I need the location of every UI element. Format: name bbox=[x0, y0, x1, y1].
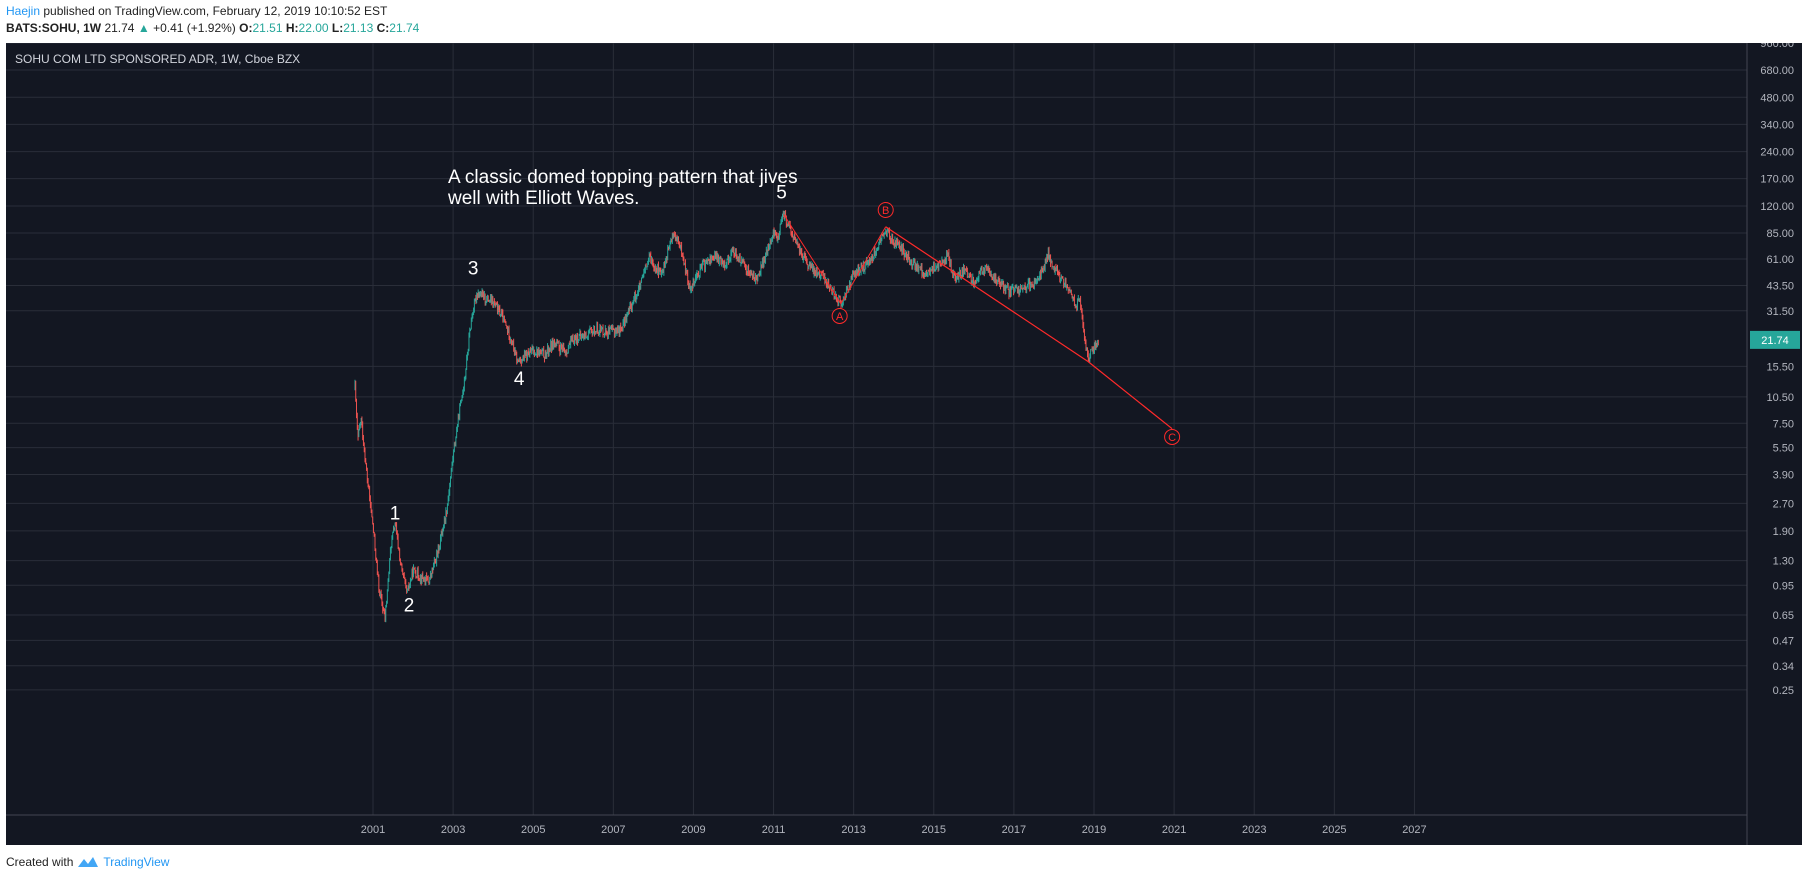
wave-label-3: 3 bbox=[468, 259, 479, 280]
x-tick-label: 2025 bbox=[1322, 824, 1346, 836]
tradingview-logo-icon bbox=[78, 857, 99, 867]
ticker-change: +0.41 (+1.92%) bbox=[153, 21, 236, 35]
low-value: 21.13 bbox=[343, 21, 374, 35]
x-tick-label: 2021 bbox=[1162, 824, 1186, 836]
y-tick-label: 680.00 bbox=[1760, 65, 1794, 77]
up-arrow-icon: ▲ bbox=[137, 21, 150, 35]
y-tick-label: 43.50 bbox=[1766, 281, 1794, 293]
x-tick-label: 2019 bbox=[1082, 824, 1106, 836]
y-tick-label: 7.50 bbox=[1773, 418, 1794, 430]
y-tick-label: 0.65 bbox=[1773, 610, 1794, 622]
high-label: H: bbox=[285, 21, 299, 35]
y-tick-label: 960.00 bbox=[1760, 43, 1794, 50]
y-tick-label: 2.70 bbox=[1773, 498, 1794, 510]
last-price-label: 21.74 bbox=[1761, 335, 1789, 347]
y-tick-label: 170.00 bbox=[1760, 174, 1794, 186]
wave-label-2: 2 bbox=[404, 595, 415, 616]
abc-label-A: A bbox=[836, 311, 844, 323]
open-value: 21.51 bbox=[252, 21, 283, 35]
last-price-badge bbox=[1750, 330, 1800, 349]
tradingview-brand[interactable]: TradingView bbox=[103, 855, 170, 869]
wave-label-4: 4 bbox=[514, 369, 525, 390]
x-tick-label: 2001 bbox=[361, 824, 385, 836]
author-link[interactable]: Haejin bbox=[6, 4, 41, 18]
y-tick-label: 0.34 bbox=[1773, 661, 1794, 673]
y-tick-label: 61.00 bbox=[1766, 254, 1794, 266]
y-tick-label: 0.25 bbox=[1773, 685, 1794, 697]
chart-title: SOHU COM LTD SPONSORED ADR, 1W, Cboe BZX bbox=[15, 52, 300, 66]
x-tick-label: 2015 bbox=[922, 824, 946, 836]
ticker-symbol: BATS:SOHU, 1W bbox=[6, 21, 102, 35]
y-tick-label: 85.00 bbox=[1766, 228, 1794, 240]
close-value: 21.74 bbox=[389, 21, 420, 35]
y-tick-label: 0.47 bbox=[1773, 635, 1794, 647]
x-tick-label: 2017 bbox=[1002, 824, 1026, 836]
x-tick-label: 2027 bbox=[1402, 824, 1426, 836]
y-tick-label: 31.50 bbox=[1766, 306, 1794, 318]
open-label: O: bbox=[239, 21, 253, 35]
wave-a-line bbox=[783, 213, 842, 304]
abc-circle-C bbox=[1164, 428, 1181, 445]
abc-label-B: B bbox=[882, 205, 889, 217]
abc-circle-B bbox=[877, 201, 894, 218]
y-tick-label: 1.30 bbox=[1773, 556, 1794, 568]
y-tick-label: 15.50 bbox=[1766, 361, 1794, 373]
x-tick-label: 2013 bbox=[841, 824, 865, 836]
abc-circle-A bbox=[831, 307, 848, 324]
y-tick-label: 480.00 bbox=[1760, 92, 1794, 104]
footer: Created with TradingView bbox=[6, 855, 169, 869]
close-label: C: bbox=[376, 21, 390, 35]
y-tick-label: 10.50 bbox=[1766, 392, 1794, 404]
trendline bbox=[885, 226, 1173, 430]
wave-b-line bbox=[840, 226, 887, 304]
wave-label-1: 1 bbox=[390, 503, 401, 524]
x-tick-label: 2003 bbox=[441, 824, 465, 836]
low-label: L: bbox=[331, 21, 344, 35]
abc-label-C: C bbox=[1168, 432, 1176, 444]
chart-panel[interactable]: 1 2 3 4 5 A B C 960.00 680.00 480.00 340.00 240.00 1… bbox=[6, 38, 1802, 845]
price-chart[interactable]: 1 2 3 4 5 A B C 960.00 680.00 480.00 340.00 240.00 1… bbox=[6, 38, 1802, 845]
y-tick-label: 240.00 bbox=[1760, 147, 1794, 159]
x-tick-label: 2005 bbox=[521, 824, 545, 836]
created-with-text: Created with bbox=[6, 855, 74, 869]
y-tick-label: 1.90 bbox=[1773, 526, 1794, 538]
y-tick-label: 5.50 bbox=[1773, 443, 1794, 455]
annotation-line-2: well with Elliott Waves. bbox=[447, 188, 639, 209]
annotation-line-1: A classic domed topping pattern that jiv… bbox=[448, 167, 798, 188]
ticker-line: BATS:SOHU, 1W 21.74 ▲ +0.41 (+1.92%) O:2… bbox=[6, 21, 419, 36]
x-tick-label: 2009 bbox=[681, 824, 705, 836]
y-tick-label: 120.00 bbox=[1760, 201, 1794, 213]
x-tick-label: 2011 bbox=[762, 824, 786, 836]
y-tick-label: 3.90 bbox=[1773, 470, 1794, 482]
x-tick-label: 2007 bbox=[601, 824, 625, 836]
ticker-last: 21.74 bbox=[104, 21, 135, 35]
published-text: published on TradingView.com, February 1… bbox=[40, 4, 388, 18]
publish-header: Haejin published on TradingView.com, Feb… bbox=[6, 4, 387, 18]
y-tick-label: 340.00 bbox=[1760, 119, 1794, 131]
x-tick-label: 2023 bbox=[1242, 824, 1266, 836]
y-tick-label: 0.95 bbox=[1773, 580, 1794, 592]
high-value: 22.00 bbox=[298, 21, 329, 35]
wave-label-5: 5 bbox=[776, 182, 787, 203]
